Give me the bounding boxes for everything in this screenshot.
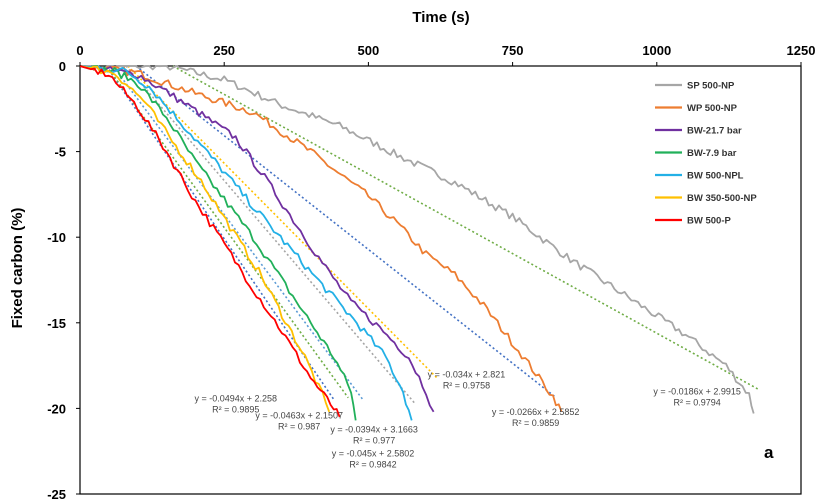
fit-line-6 xyxy=(135,65,557,399)
fit-equation-4: y = -0.0394x + 3.1663 xyxy=(330,424,418,434)
series-line-2 xyxy=(79,65,563,413)
legend-label-7: BW 500-P xyxy=(687,216,731,227)
legend-label-3: BW-21.7 bar xyxy=(687,126,742,137)
y-tick-label: -10 xyxy=(47,230,66,245)
fit-r2-5: R² = 0.9758 xyxy=(443,381,490,391)
series-line-5 xyxy=(79,65,413,421)
series-line-3 xyxy=(79,65,435,413)
legend-label-5: BW 500-NPL xyxy=(687,171,744,182)
y-axis-title: Fixed carbon (%) xyxy=(9,208,26,329)
fit-line-5 xyxy=(127,65,439,380)
legend: SP 500-NP WP 500-NP BW-21.7 bar BW-7.9 bar B… xyxy=(655,81,757,227)
fit-r2-4: R² = 0.977 xyxy=(353,435,395,445)
x-tick-label: 500 xyxy=(358,43,380,58)
x-tick-label: 1000 xyxy=(642,43,671,58)
fit-r2-7: R² = 0.9794 xyxy=(674,398,721,408)
plot-area xyxy=(79,65,802,495)
fit-r2-6: R² = 0.9859 xyxy=(512,418,559,428)
fit-equation-3: y = -0.045x + 2.5802 xyxy=(332,448,415,458)
series-line-4 xyxy=(79,65,357,421)
y-tick-label: 0 xyxy=(59,59,66,74)
fit-r2-2: R² = 0.987 xyxy=(278,422,320,432)
fit-equation-6: y = -0.0266x + 2.5852 xyxy=(492,407,580,417)
x-tick-label: 250 xyxy=(213,43,235,58)
y-tick-label: -20 xyxy=(47,401,66,416)
fit-equation-2: y = -0.0463x + 2.1507 xyxy=(255,411,343,421)
series-line-1 xyxy=(80,65,755,414)
fit-r2-1: R² = 0.9895 xyxy=(212,405,259,415)
fit-r2-3: R² = 0.9842 xyxy=(349,459,396,469)
series-line-6 xyxy=(79,65,331,413)
x-axis-title: Time (s) xyxy=(412,9,469,26)
x-tick-label: 750 xyxy=(502,43,524,58)
y-tick-label: -5 xyxy=(54,145,66,160)
fit-equation-7: y = -0.0186x + 2.9915 xyxy=(653,387,741,397)
x-tick-label: 0 xyxy=(76,43,83,58)
legend-label-6: BW 350-500-NP xyxy=(687,193,757,204)
axes: 0 250 500 750 1000 1250 0 -5 -10 -15 -20 -25 xyxy=(47,43,815,501)
y-tick-label: -15 xyxy=(47,316,66,331)
legend-label-2: WP 500-NP xyxy=(687,103,738,114)
fit-equation-1: y = -0.0494x + 2.258 xyxy=(194,394,277,404)
fit-line-7 xyxy=(172,65,759,390)
plot-frame xyxy=(79,65,802,495)
legend-label-4: BW-7.9 bar xyxy=(687,148,737,159)
fit-line-4 xyxy=(125,65,416,404)
panel-label: a xyxy=(764,443,774,462)
fit-equation-5: y = -0.034x + 2.821 xyxy=(428,370,506,380)
series-line-7 xyxy=(79,65,341,418)
legend-label-1: SP 500-NP xyxy=(687,81,735,92)
y-tick-label: -25 xyxy=(47,487,66,501)
data-series xyxy=(79,65,755,421)
x-tick-label: 1250 xyxy=(787,43,816,58)
